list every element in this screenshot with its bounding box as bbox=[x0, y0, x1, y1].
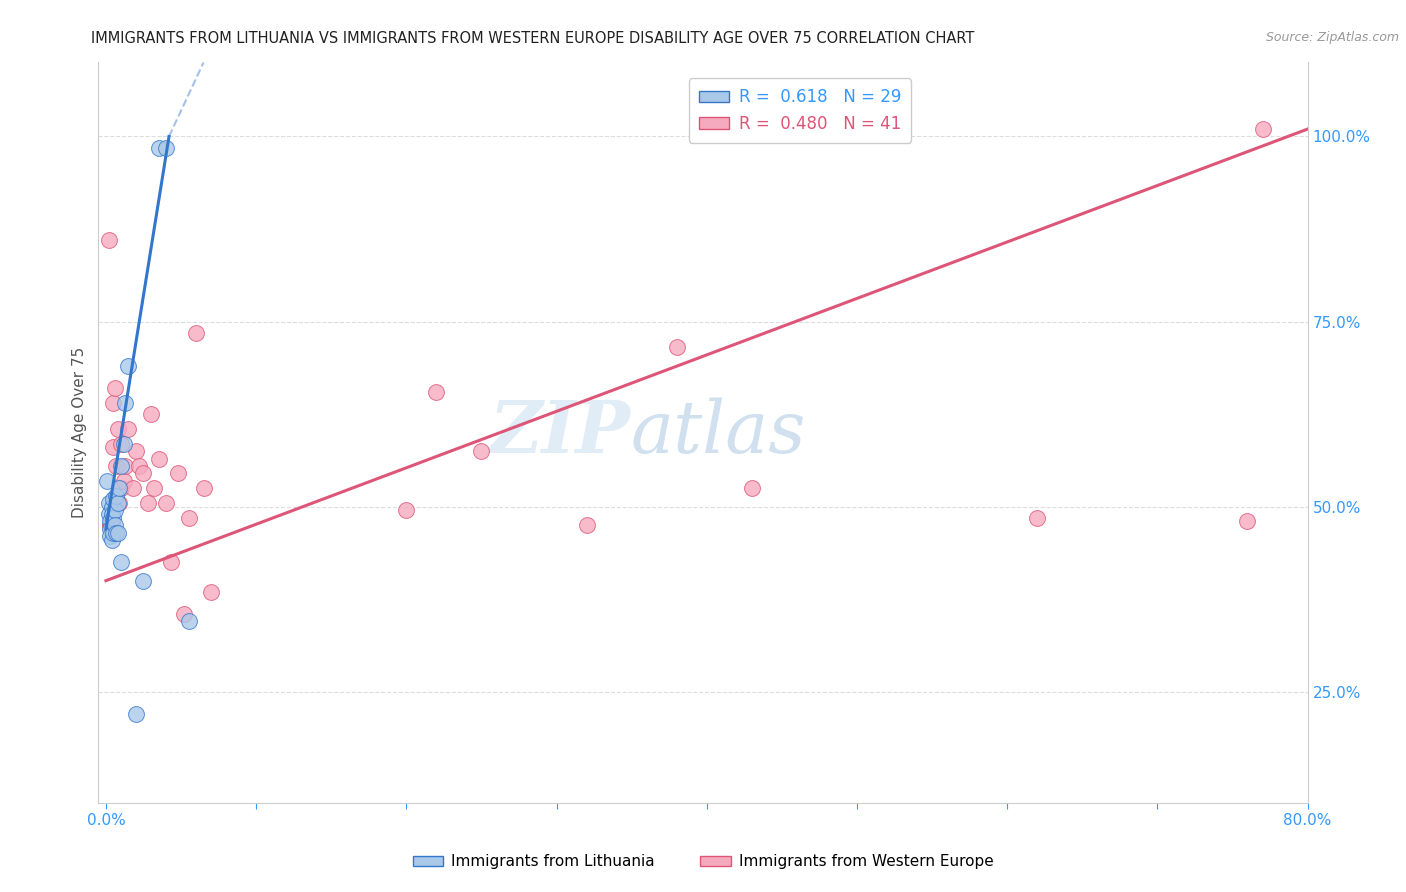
Point bbox=[1236, 515, 1258, 529]
Point bbox=[193, 481, 215, 495]
Point bbox=[103, 510, 125, 524]
Point bbox=[97, 233, 120, 247]
Point bbox=[177, 510, 200, 524]
Point bbox=[470, 444, 492, 458]
Point bbox=[117, 422, 139, 436]
Point bbox=[110, 481, 132, 495]
Point bbox=[100, 518, 122, 533]
Point bbox=[107, 422, 129, 436]
Point bbox=[96, 474, 118, 488]
Point bbox=[741, 481, 763, 495]
Point bbox=[200, 584, 222, 599]
Point bbox=[1251, 122, 1274, 136]
Point bbox=[100, 522, 122, 536]
Point bbox=[104, 381, 127, 395]
Point bbox=[143, 481, 166, 495]
Y-axis label: Disability Age Over 75: Disability Age Over 75 bbox=[72, 347, 87, 518]
Point bbox=[104, 518, 127, 533]
Point bbox=[177, 615, 200, 629]
Point bbox=[575, 518, 598, 533]
Point bbox=[167, 467, 190, 481]
Point bbox=[112, 436, 135, 450]
Point bbox=[110, 458, 132, 473]
Point bbox=[101, 533, 124, 547]
Point bbox=[128, 458, 150, 473]
Point bbox=[97, 496, 120, 510]
Point bbox=[110, 555, 132, 569]
Point bbox=[104, 503, 127, 517]
Point bbox=[107, 496, 129, 510]
Point bbox=[105, 489, 128, 503]
Point bbox=[103, 492, 125, 507]
Point bbox=[107, 525, 129, 540]
Point bbox=[159, 555, 181, 569]
Text: atlas: atlas bbox=[630, 397, 806, 468]
Point bbox=[136, 496, 159, 510]
Point bbox=[155, 140, 177, 154]
Point bbox=[100, 518, 122, 533]
Legend: R =  0.618   N = 29, R =  0.480   N = 41: R = 0.618 N = 29, R = 0.480 N = 41 bbox=[689, 78, 911, 143]
Point bbox=[100, 529, 122, 543]
Point bbox=[125, 444, 148, 458]
Point bbox=[132, 574, 155, 588]
Point bbox=[101, 507, 124, 521]
Point bbox=[665, 341, 688, 355]
Point bbox=[101, 500, 124, 514]
Point bbox=[112, 474, 135, 488]
Point bbox=[148, 140, 170, 154]
Point bbox=[148, 451, 170, 466]
Point bbox=[117, 359, 139, 373]
Point bbox=[139, 407, 162, 421]
Point bbox=[103, 525, 125, 540]
Point bbox=[100, 515, 122, 529]
Point bbox=[104, 496, 127, 510]
Point bbox=[101, 518, 124, 533]
Point bbox=[184, 326, 207, 340]
Point bbox=[97, 507, 120, 521]
Text: ZIP: ZIP bbox=[489, 397, 630, 468]
Point bbox=[122, 481, 145, 495]
Point bbox=[132, 467, 155, 481]
Point bbox=[105, 525, 128, 540]
Text: Source: ZipAtlas.com: Source: ZipAtlas.com bbox=[1265, 31, 1399, 45]
Point bbox=[125, 706, 148, 721]
Point bbox=[155, 496, 177, 510]
Point bbox=[173, 607, 195, 621]
Point bbox=[114, 396, 136, 410]
Point bbox=[1026, 510, 1049, 524]
Legend: Immigrants from Lithuania, Immigrants from Western Europe: Immigrants from Lithuania, Immigrants fr… bbox=[406, 848, 1000, 875]
Point bbox=[105, 458, 128, 473]
Point bbox=[103, 396, 125, 410]
Point bbox=[108, 496, 131, 510]
Text: IMMIGRANTS FROM LITHUANIA VS IMMIGRANTS FROM WESTERN EUROPE DISABILITY AGE OVER : IMMIGRANTS FROM LITHUANIA VS IMMIGRANTS … bbox=[91, 31, 974, 46]
Point bbox=[108, 481, 131, 495]
Point bbox=[103, 441, 125, 455]
Point bbox=[395, 503, 418, 517]
Point bbox=[425, 384, 447, 399]
Point bbox=[114, 458, 136, 473]
Point bbox=[110, 436, 132, 450]
